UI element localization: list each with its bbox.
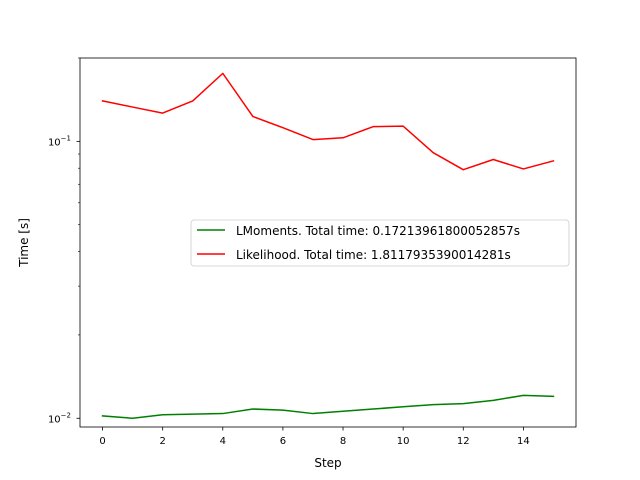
y-tick-label-exponent: −2 [61, 411, 71, 419]
y-tick-label-exponent: −1 [61, 134, 71, 142]
series-layer [101, 72, 555, 420]
x-tick-label: 2 [159, 436, 165, 447]
legend-label-lmoments: LMoments. Total time: 0.1721396180005285… [236, 224, 520, 238]
legend-frame [190, 219, 570, 267]
plot-area-frame [79, 57, 577, 428]
x-tick-label: 0 [99, 436, 105, 447]
legend-label-likelihood: Likelihood. Total time: 1.81179353900142… [236, 248, 511, 262]
x-tick-label: 4 [220, 436, 226, 447]
x-tick-label: 14 [517, 436, 530, 447]
legend: LMoments. Total time: 0.1721396180005285… [190, 219, 570, 267]
x-tick-label: 12 [457, 436, 470, 447]
series-line-lmoments [101, 394, 555, 420]
series-line-likelihood [101, 72, 555, 171]
y-axis-label: Time [s] [17, 218, 31, 268]
x-axis-ticks: 0 2 4 6 8 10 12 14 [99, 427, 530, 447]
x-axis-label: Step [314, 456, 341, 470]
x-tick-label: 10 [397, 436, 410, 447]
x-tick-label: 8 [340, 436, 346, 447]
x-tick-label: 6 [280, 436, 286, 447]
